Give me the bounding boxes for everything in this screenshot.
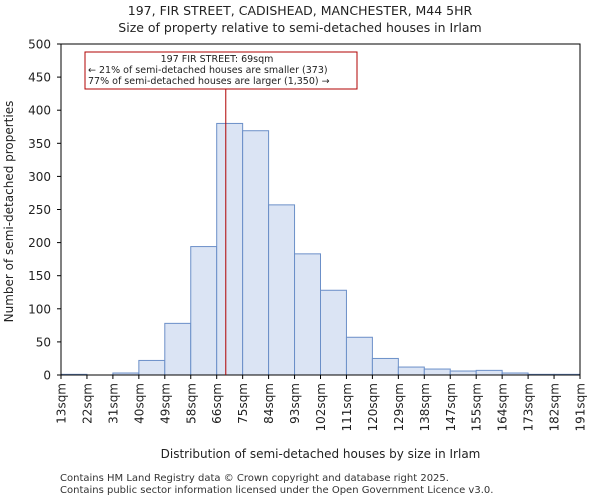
x-tick-label: 147sqm — [444, 383, 458, 431]
x-tick-label: 22sqm — [80, 383, 94, 424]
bar-84sqm — [268, 204, 296, 376]
y-tick-label: 50 — [36, 335, 51, 349]
bar-147sqm — [449, 370, 477, 376]
x-tick-label: 191sqm — [574, 383, 588, 431]
x-tick-label: 138sqm — [418, 383, 432, 431]
x-tick-label: 66sqm — [210, 383, 224, 424]
bar-129sqm — [397, 366, 425, 376]
y-tick-label: 500 — [28, 38, 51, 52]
x-tick-label: 58sqm — [184, 383, 198, 424]
y-tick-label: 250 — [28, 203, 51, 217]
footer-copyright: Contains HM Land Registry data © Crown c… — [60, 473, 449, 484]
x-axis-label: Distribution of semi-detached houses by … — [161, 447, 481, 461]
y-tick-label: 400 — [28, 104, 51, 118]
bar-58sqm — [190, 246, 218, 376]
y-axis: 0 50 100 150 200 250 300 350 400 450 500 — [28, 38, 61, 383]
y-axis-label: Number of semi-detached properties — [2, 101, 16, 323]
x-tick-label: 102sqm — [314, 383, 328, 431]
y-tick-label: 150 — [28, 269, 51, 283]
y-tick-label: 450 — [28, 71, 51, 85]
x-tick-label: 129sqm — [392, 383, 406, 431]
y-tick-label: 100 — [28, 302, 51, 316]
bar-155sqm — [475, 369, 503, 376]
x-tick-label: 173sqm — [522, 383, 536, 431]
bar-75sqm — [242, 130, 270, 376]
chart-title: 197, FIR STREET, CADISHEAD, MANCHESTER, … — [127, 3, 473, 18]
plot-frame — [60, 43, 581, 376]
marker-annotation: 197 FIR STREET: 69sqm ← 21% of semi-deta… — [84, 51, 358, 90]
bar-120sqm — [371, 357, 399, 376]
y-tick-label: 300 — [28, 170, 51, 184]
y-tick-label: 350 — [28, 137, 51, 151]
x-tick-label: 182sqm — [548, 383, 562, 431]
x-tick-label: 13sqm — [55, 383, 69, 424]
annotation-line-3: 77% of semi-detached houses are larger (… — [88, 76, 330, 87]
chart-subtitle: Size of property relative to semi-detach… — [118, 20, 482, 35]
bar-102sqm — [320, 289, 347, 376]
annotation-line-1: 197 FIR STREET: 69sqm — [161, 54, 274, 65]
x-tick-label: 31sqm — [106, 383, 120, 424]
x-tick-label: 111sqm — [340, 383, 354, 431]
x-axis: 13sqm 22sqm 31sqm 40sqm 49sqm 58sqm 66sqm 75sqm… — [55, 375, 588, 431]
bar-40sqm — [138, 359, 166, 376]
x-tick-label: 75sqm — [236, 383, 250, 424]
footer-licence: Contains public sector information licen… — [60, 485, 494, 496]
x-tick-label: 84sqm — [262, 383, 276, 424]
bars-group — [60, 122, 581, 376]
x-tick-label: 40sqm — [132, 383, 146, 424]
x-tick-label: 120sqm — [366, 383, 380, 431]
bar-49sqm — [164, 322, 192, 376]
y-tick-label: 200 — [28, 236, 51, 250]
bar-93sqm — [294, 253, 321, 376]
y-tick-label: 0 — [43, 369, 51, 383]
bar-138sqm — [423, 368, 451, 376]
x-tick-label: 155sqm — [470, 383, 484, 431]
x-tick-label: 49sqm — [158, 383, 172, 424]
bar-66sqm — [216, 122, 244, 376]
bar-111sqm — [345, 336, 373, 376]
x-tick-label: 93sqm — [288, 383, 302, 424]
annotation-box — [84, 51, 358, 90]
x-tick-label: 164sqm — [496, 383, 510, 431]
annotation-line-2: ← 21% of semi-detached houses are smalle… — [88, 65, 328, 76]
